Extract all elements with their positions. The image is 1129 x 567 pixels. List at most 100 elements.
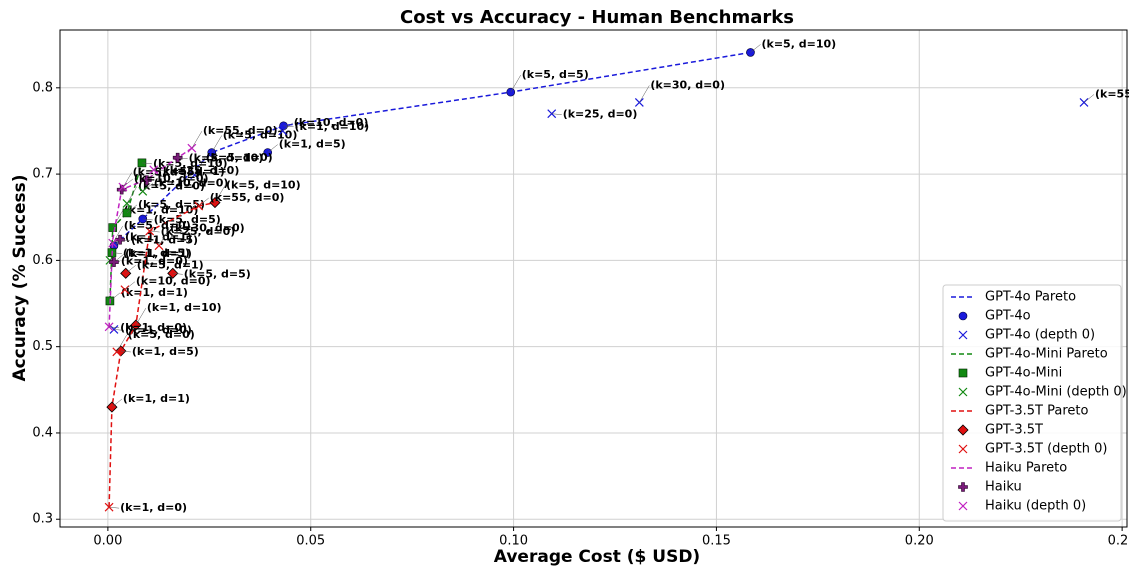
legend-label: Haiku [985,480,1022,495]
annotation: (k=5, d=5) [522,68,589,81]
legend-marker [958,387,968,397]
annotation: (k=25, d=0) [165,164,240,177]
pareto-line [113,51,751,247]
y-tick-label: 0.8 [32,80,53,95]
legend-marker [958,444,968,454]
annotation: (k=1, d=1) [123,392,190,405]
legend-marker [958,368,968,378]
annotation-leader [111,252,122,254]
legend-box [942,284,1122,522]
annotation: (k=10, d=0) [136,275,211,288]
annotation: (k=1, d=10) [295,120,370,133]
legend-label: GPT-4o (depth 0) [985,328,1095,343]
annotation: (k=10, d=0) [294,116,369,129]
annotation-leader [112,225,123,244]
annotation-leader [112,210,123,228]
annotation: (k=1, d=0) [120,321,187,334]
annotation-leader [111,398,123,408]
annotation: (k=1, d=5) [279,138,346,151]
data-point [104,322,114,332]
annotation: (k=1, d=10) [124,204,199,217]
annotation-leader [191,131,203,149]
annotation-leader [126,204,138,214]
data-point [112,347,122,357]
annotation-leader [172,273,183,275]
pareto-line [109,162,143,301]
pareto-line [108,147,193,328]
x-tick-label: 0.00 [93,534,122,549]
annotation: (k=1, d=5) [132,345,199,358]
legend-marker [958,501,968,511]
annotation-leader [126,186,138,204]
x-tick-label: 0.05 [296,534,325,549]
annotation: (k=5, d=0) [138,179,205,192]
y-tick-label: 0.5 [32,339,53,354]
annotation-leader [120,239,131,241]
y-tick-label: 0.7 [32,167,53,182]
annotation: (k=5, d=10) [153,157,228,170]
annotation-leader [113,329,124,331]
x-tick-label: 0.25 [1108,534,1129,549]
legend-label: GPT-3.5T (depth 0) [985,442,1107,457]
annotation: (k=5, d=5) [133,166,200,179]
legend-label: GPT-3.5T Pareto [985,404,1088,419]
annotation: (k=5, d=10) [223,129,298,142]
annotation-leader [109,506,120,509]
annotation: (k=1, d=0) [120,501,187,514]
x-tick-label: 0.15 [702,534,731,549]
annotation: (k=1, d=1) [125,247,192,260]
annotation: (k=25, d=0) [563,108,638,121]
annotation-leader [551,113,562,115]
annotation: (k=1, d=1) [121,286,188,299]
annotation: (k=1, d=1) [125,231,192,244]
legend-marker [958,311,968,321]
plot-frame [59,29,1128,528]
annotation-leader [146,171,157,181]
annotation-leader [120,350,131,353]
annotation-leader [282,122,293,132]
annotation: (k=30, d=0) [170,222,245,235]
annotation: (k=10, d=0) [154,176,229,189]
annotation: (k=55, d=0) [210,191,285,204]
annotation: (k=5, d=10) [189,152,264,165]
legend-label: Haiku (depth 0) [985,499,1086,514]
x-axis-label: Average Cost ($ USD) [494,547,700,567]
legend-label: Haiku Pareto [985,461,1067,476]
data-point [149,165,159,175]
annotation: (k=5, d=5) [138,198,205,211]
annotation-leader [750,44,761,53]
annotation-leader [116,334,128,352]
annotation-leader [214,185,226,203]
annotation-leader [142,183,153,192]
annotation-leader [639,85,650,103]
annotation: (k=5, d=0) [206,151,273,164]
annotation-leader [158,228,170,246]
legend-label: GPT-4o-Mini Pareto [985,347,1108,362]
y-tick-label: 0.3 [32,512,53,527]
annotation-leader [153,169,164,172]
annotation: (k=1, d=10) [147,301,222,314]
legend-marker [958,330,968,340]
legend-marker [957,424,969,436]
annotation-leader [142,218,153,221]
annotation-leader [177,157,188,159]
legend-label: GPT-4o [985,309,1031,324]
chart-title: Cost vs Accuracy - Human Benchmarks [400,7,794,28]
annotation: (k=5, d=1) [158,165,225,178]
annotation-leader [149,230,160,233]
data-point [108,238,118,248]
x-tick-label: 0.20 [905,534,934,549]
legend-label: GPT-4o Pareto [985,290,1076,305]
annotation: (k=55, d=0) [1095,87,1129,100]
annotation: (k=30, d=0) [650,78,725,91]
legend-label: GPT-4o-Mini [985,366,1062,381]
data-point [278,126,288,136]
annotation-leader [109,292,121,302]
annotation-leader [1083,94,1095,103]
y-tick-label: 0.6 [32,253,53,268]
x-tick-label: 0.10 [499,534,528,549]
legend-label: GPT-4o-Mini (depth 0) [985,385,1127,400]
annotation: (k=5, d=1) [137,258,204,271]
annotation-leader [141,162,152,165]
